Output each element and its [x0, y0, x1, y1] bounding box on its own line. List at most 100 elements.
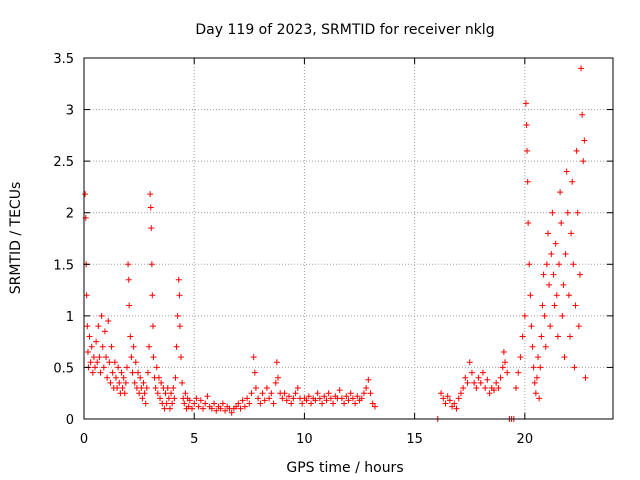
data-point [573, 147, 580, 154]
data-point [176, 323, 183, 330]
data-point [115, 364, 122, 371]
y-tick-label: 1.5 [53, 258, 74, 273]
data-point [497, 374, 504, 381]
data-point [343, 393, 350, 400]
data-point [140, 379, 147, 386]
data-point [107, 379, 114, 386]
data-point [570, 261, 577, 268]
data-point [500, 348, 507, 355]
data-point [274, 374, 281, 381]
data-point [338, 395, 345, 402]
data-point [553, 292, 560, 299]
data-point [123, 364, 130, 371]
data-point [157, 395, 164, 402]
data-point [323, 397, 330, 404]
data-point [471, 379, 478, 386]
data-point [349, 395, 356, 402]
data-point [285, 393, 292, 400]
data-point [162, 390, 169, 397]
data-point [108, 343, 115, 350]
data-point [569, 178, 576, 185]
data-point [211, 400, 218, 407]
data-point [294, 385, 301, 392]
y-tick-label: 1 [66, 310, 74, 325]
data-point [202, 400, 209, 407]
y-tick-label: 0.5 [53, 361, 74, 376]
data-point [581, 137, 588, 144]
data-point [200, 405, 207, 412]
data-point [325, 390, 332, 397]
data-point [193, 395, 200, 402]
data-point [252, 385, 259, 392]
x-tick-label: 15 [406, 432, 423, 447]
data-point [460, 385, 467, 392]
data-point [114, 385, 121, 392]
data-point [501, 359, 508, 366]
data-point [191, 400, 198, 407]
data-point [567, 333, 574, 340]
data-point [255, 395, 262, 402]
data-point [217, 405, 224, 412]
data-point [179, 379, 186, 386]
data-point [138, 385, 145, 392]
data-point [83, 292, 90, 299]
data-point [126, 302, 133, 309]
data-point [557, 189, 564, 196]
data-point [519, 333, 526, 340]
data-point [106, 359, 113, 366]
data-point [90, 354, 97, 361]
data-point [97, 369, 104, 376]
data-point [250, 354, 257, 361]
data-point [524, 178, 531, 185]
data-point [535, 354, 542, 361]
data-point [273, 359, 280, 366]
data-point [163, 400, 170, 407]
data-point [345, 397, 352, 404]
data-point [141, 390, 148, 397]
data-point [544, 230, 551, 237]
data-point [181, 400, 188, 407]
data-point [136, 390, 143, 397]
data-point [550, 271, 557, 278]
data-point [239, 397, 246, 404]
data-point [137, 374, 144, 381]
data-point [528, 323, 535, 330]
data-point [513, 385, 520, 392]
data-point [575, 323, 582, 330]
data-point [154, 390, 161, 397]
data-point [490, 387, 497, 394]
x-axis-label: GPS time / hours [286, 460, 403, 476]
data-point [462, 374, 469, 381]
data-point [579, 111, 586, 118]
data-point [565, 292, 572, 299]
data-point [98, 312, 105, 319]
data-points [82, 65, 589, 422]
data-point [475, 374, 482, 381]
data-point [147, 204, 154, 211]
y-tick-label: 2.5 [53, 155, 74, 170]
x-tick-labels: 0 5 10 15 20 [80, 432, 533, 447]
data-point [148, 261, 155, 268]
data-point [312, 397, 319, 404]
data-point [213, 407, 220, 414]
data-point [543, 261, 550, 268]
data-point [119, 385, 126, 392]
data-point [168, 390, 175, 397]
data-point [268, 390, 275, 397]
data-point [172, 374, 179, 381]
data-point [564, 209, 571, 216]
data-point [314, 390, 321, 397]
x-tick-label: 10 [296, 432, 313, 447]
data-point [365, 376, 372, 383]
data-point [155, 374, 162, 381]
data-point [536, 395, 543, 402]
data-point [336, 387, 343, 394]
data-point [237, 405, 244, 412]
data-point [321, 393, 328, 400]
data-point [96, 354, 103, 361]
data-point [446, 397, 453, 404]
data-point [248, 390, 255, 397]
data-point [442, 400, 449, 407]
data-point [521, 312, 528, 319]
